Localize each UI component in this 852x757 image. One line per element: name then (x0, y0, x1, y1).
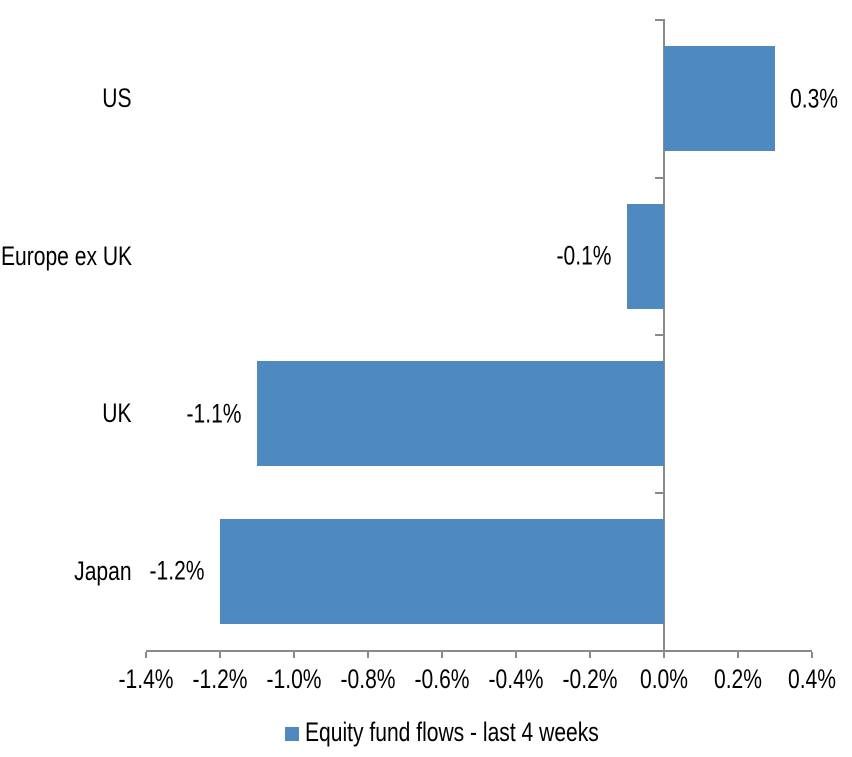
x-axis-line (146, 650, 812, 652)
x-axis-tick-label: -1.0% (266, 664, 322, 694)
category-label-text: Europe ex UK (0, 240, 132, 271)
x-axis-tick-label: -1.4% (118, 664, 174, 694)
bar-uk (257, 361, 664, 467)
bar-japan (220, 518, 664, 624)
x-axis-tick-label: -0.2% (562, 664, 618, 694)
legend-swatch (285, 727, 299, 741)
data-label-europe-ex-uk: -0.1% (556, 240, 612, 271)
category-label-text: Japan (74, 555, 132, 586)
category-label-text: US (102, 83, 132, 114)
x-axis-tick (145, 652, 147, 658)
x-axis-tick-label: -0.8% (340, 664, 396, 694)
category-label-europe-ex-uk: Europe ex UK (0, 178, 132, 336)
x-axis-tick (441, 652, 443, 658)
x-axis-tick (663, 652, 665, 658)
category-label-uk: UK (0, 335, 132, 493)
category-boundary-tick (655, 491, 665, 494)
x-axis-tick (367, 652, 369, 658)
x-axis-tick-label: -1.2% (192, 664, 248, 694)
category-boundary-tick (655, 176, 665, 179)
x-axis-tick (737, 652, 739, 658)
data-label-japan: -1.2% (149, 555, 205, 586)
bar-europe-ex-uk (627, 203, 664, 309)
x-axis-tick-label: 0.4% (787, 664, 837, 694)
legend-label: Equity fund flows - last 4 weeks (305, 717, 599, 747)
x-axis-tick-label: -0.4% (488, 664, 544, 694)
category-boundary-tick (655, 334, 665, 336)
zero-axis-line (663, 20, 665, 652)
category-label-us: US (0, 20, 132, 178)
category-label-japan: Japan (0, 493, 132, 651)
x-axis-tick-label: 0.0% (639, 664, 689, 694)
x-axis-tick (515, 652, 517, 658)
x-axis-tick-label: 0.2% (713, 664, 763, 694)
category-label-text: UK (102, 398, 132, 429)
category-boundary-tick (655, 19, 665, 21)
plot-area: 0.3% -0.1% -1.1% -1.2% -1.4% -1.2% -1.0% -0.8% -… (118, 19, 838, 694)
x-axis-tick-label: -0.6% (414, 664, 470, 694)
x-axis-tick (293, 652, 295, 658)
x-axis-tick (589, 652, 591, 658)
x-axis-tick (811, 652, 813, 658)
data-label-us: 0.3% (790, 83, 839, 114)
x-axis-tick (219, 652, 221, 658)
bar-us (664, 46, 775, 152)
data-label-uk: -1.1% (186, 398, 242, 429)
